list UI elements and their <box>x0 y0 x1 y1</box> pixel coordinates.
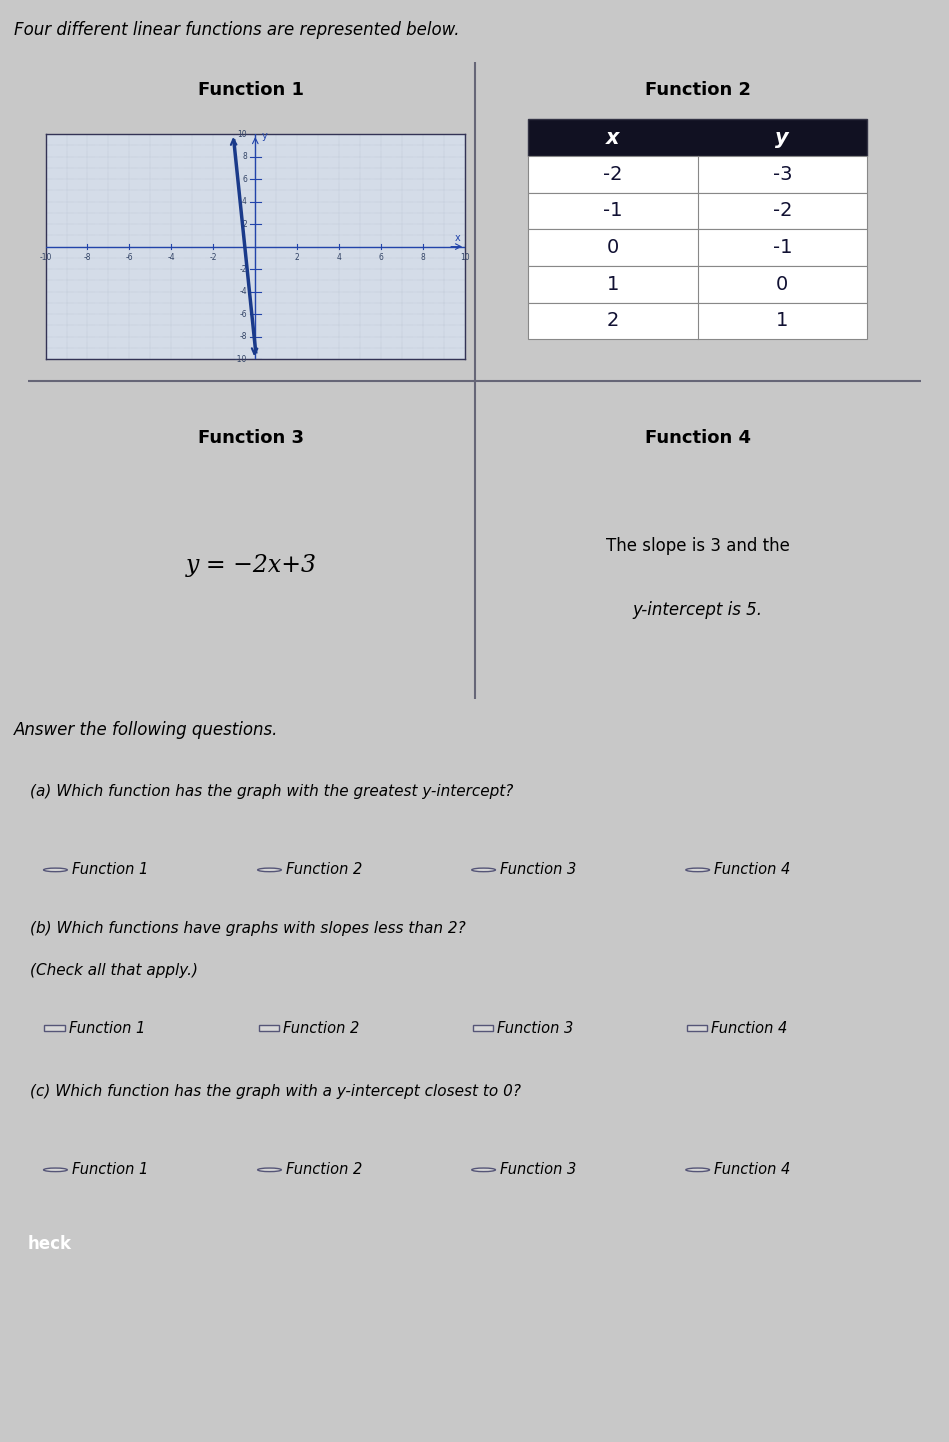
Text: -6: -6 <box>125 254 133 262</box>
Text: Four different linear functions are represented below.: Four different linear functions are repr… <box>14 22 459 39</box>
Text: Function 3: Function 3 <box>497 1021 573 1035</box>
Text: Function 2: Function 2 <box>286 1162 363 1177</box>
FancyBboxPatch shape <box>258 1025 279 1031</box>
Text: -2: -2 <box>239 264 247 274</box>
Circle shape <box>44 1168 67 1171</box>
Text: 4: 4 <box>337 254 342 262</box>
Text: Function 1: Function 1 <box>72 1162 148 1177</box>
Text: -8: -8 <box>84 254 91 262</box>
Text: 10: 10 <box>460 254 470 262</box>
Text: Function 4: Function 4 <box>714 1162 791 1177</box>
Text: Function 1: Function 1 <box>72 862 148 877</box>
Text: Function 1: Function 1 <box>69 1021 145 1035</box>
Text: -10: -10 <box>234 355 247 363</box>
Text: -4: -4 <box>239 287 247 296</box>
Text: -4: -4 <box>168 254 176 262</box>
Text: Function 2: Function 2 <box>644 81 751 99</box>
FancyBboxPatch shape <box>687 1025 707 1031</box>
Text: y: y <box>262 131 268 141</box>
Text: The slope is 3 and the: The slope is 3 and the <box>605 538 790 555</box>
Text: Function 4: Function 4 <box>712 1021 788 1035</box>
Text: -2: -2 <box>603 164 623 183</box>
Text: 8: 8 <box>420 254 425 262</box>
Text: -3: -3 <box>772 164 792 183</box>
Text: 10: 10 <box>237 130 247 138</box>
Text: Function 2: Function 2 <box>286 862 363 877</box>
Text: Function 3: Function 3 <box>198 430 305 447</box>
Text: Function 4: Function 4 <box>644 430 751 447</box>
Text: 2: 2 <box>295 254 300 262</box>
Circle shape <box>686 1168 710 1171</box>
Text: Answer the following questions.: Answer the following questions. <box>14 721 279 738</box>
Circle shape <box>44 868 67 871</box>
Text: y-intercept is 5.: y-intercept is 5. <box>633 601 762 619</box>
Text: (c) Which function has the graph with a y-intercept closest to 0?: (c) Which function has the graph with a … <box>30 1083 521 1099</box>
FancyBboxPatch shape <box>473 1025 493 1031</box>
Text: -8: -8 <box>239 332 247 342</box>
Text: 6: 6 <box>379 254 383 262</box>
Text: Function 3: Function 3 <box>500 862 576 877</box>
Text: -2: -2 <box>772 202 792 221</box>
FancyBboxPatch shape <box>45 1025 65 1031</box>
Circle shape <box>258 1168 281 1171</box>
Text: y = −2x+3: y = −2x+3 <box>186 554 317 577</box>
Text: x: x <box>455 234 460 242</box>
Text: (a) Which function has the graph with the greatest y-intercept?: (a) Which function has the graph with th… <box>30 783 513 799</box>
Text: heck: heck <box>28 1236 71 1253</box>
Text: 1: 1 <box>606 275 619 294</box>
Text: 4: 4 <box>242 198 247 206</box>
Text: (b) Which functions have graphs with slopes less than 2?: (b) Which functions have graphs with slo… <box>30 920 466 936</box>
Text: 2: 2 <box>242 219 247 229</box>
Text: Function 3: Function 3 <box>500 1162 576 1177</box>
Text: 2: 2 <box>606 311 619 330</box>
Circle shape <box>686 868 710 871</box>
Circle shape <box>472 868 495 871</box>
Text: 1: 1 <box>776 311 789 330</box>
Text: (Check all that apply.): (Check all that apply.) <box>30 963 198 978</box>
Text: -1: -1 <box>772 238 792 257</box>
Text: -2: -2 <box>210 254 217 262</box>
Text: 0: 0 <box>606 238 619 257</box>
Circle shape <box>472 1168 495 1171</box>
Text: Function 2: Function 2 <box>283 1021 360 1035</box>
Text: x: x <box>606 128 620 147</box>
Text: y: y <box>775 128 789 147</box>
Text: 6: 6 <box>242 174 247 183</box>
Text: -10: -10 <box>39 254 52 262</box>
Text: Function 1: Function 1 <box>198 81 305 99</box>
Text: -6: -6 <box>239 310 247 319</box>
Text: Function 4: Function 4 <box>714 862 791 877</box>
Text: -1: -1 <box>603 202 623 221</box>
Text: 0: 0 <box>776 275 789 294</box>
Text: 8: 8 <box>242 151 247 162</box>
Circle shape <box>258 868 281 871</box>
